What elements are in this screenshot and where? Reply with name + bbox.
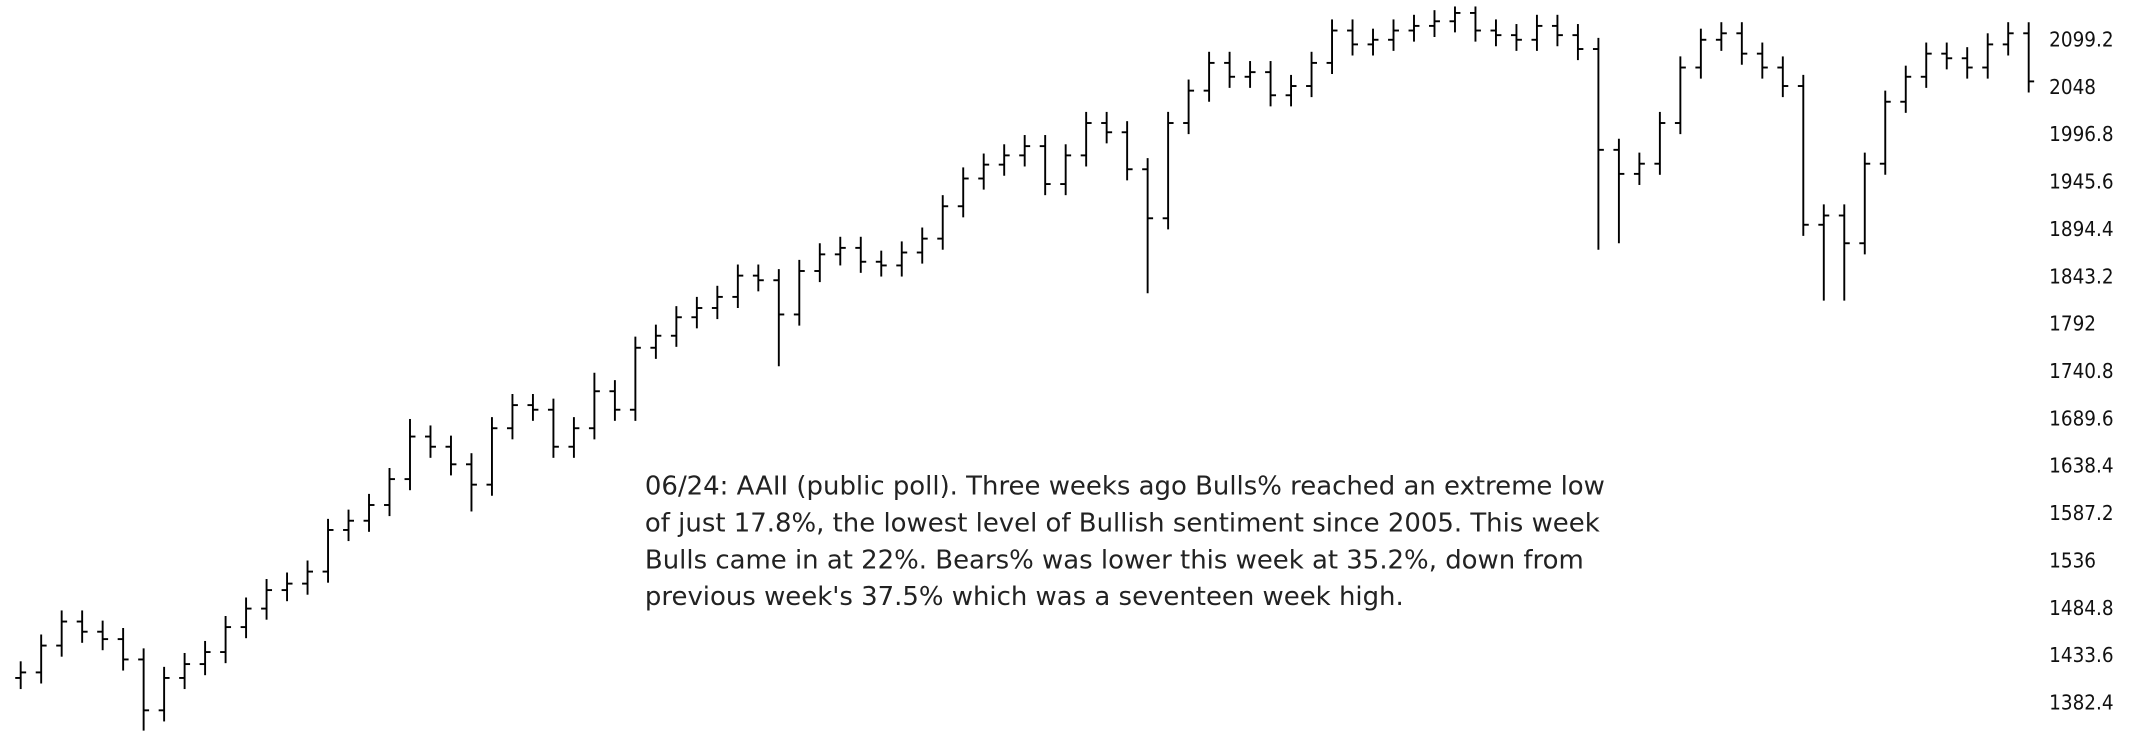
y-tick-label: 1536 [2049, 548, 2096, 572]
y-tick-label: 1740.8 [2049, 359, 2113, 383]
y-tick-label: 2099.2 [2049, 28, 2113, 52]
annotation-line: Bulls came in at 22%. Bears% was lower t… [645, 545, 1584, 575]
y-tick-label: 1792 [2049, 312, 2096, 336]
y-tick-label: 1843.2 [2049, 264, 2113, 288]
y-tick-label: 1945.6 [2049, 170, 2113, 194]
annotation-line: previous week's 37.5% which was a sevent… [645, 582, 1404, 612]
y-tick-label: 1689.6 [2049, 406, 2113, 430]
y-tick-label: 1894.4 [2049, 217, 2113, 241]
y-tick-label: 1638.4 [2049, 454, 2113, 478]
y-tick-label: 1484.8 [2049, 596, 2113, 620]
y-tick-label: 1382.4 [2049, 690, 2113, 714]
annotation-line: 06/24: AAII (public poll). Three weeks a… [645, 471, 1605, 501]
y-tick-label: 1433.6 [2049, 643, 2113, 667]
y-tick-label: 1587.2 [2049, 501, 2113, 525]
y-tick-label: 1996.8 [2049, 122, 2113, 146]
annotation-line: of just 17.8%, the lowest level of Bulli… [645, 508, 1600, 538]
y-tick-label: 2048 [2049, 75, 2096, 99]
